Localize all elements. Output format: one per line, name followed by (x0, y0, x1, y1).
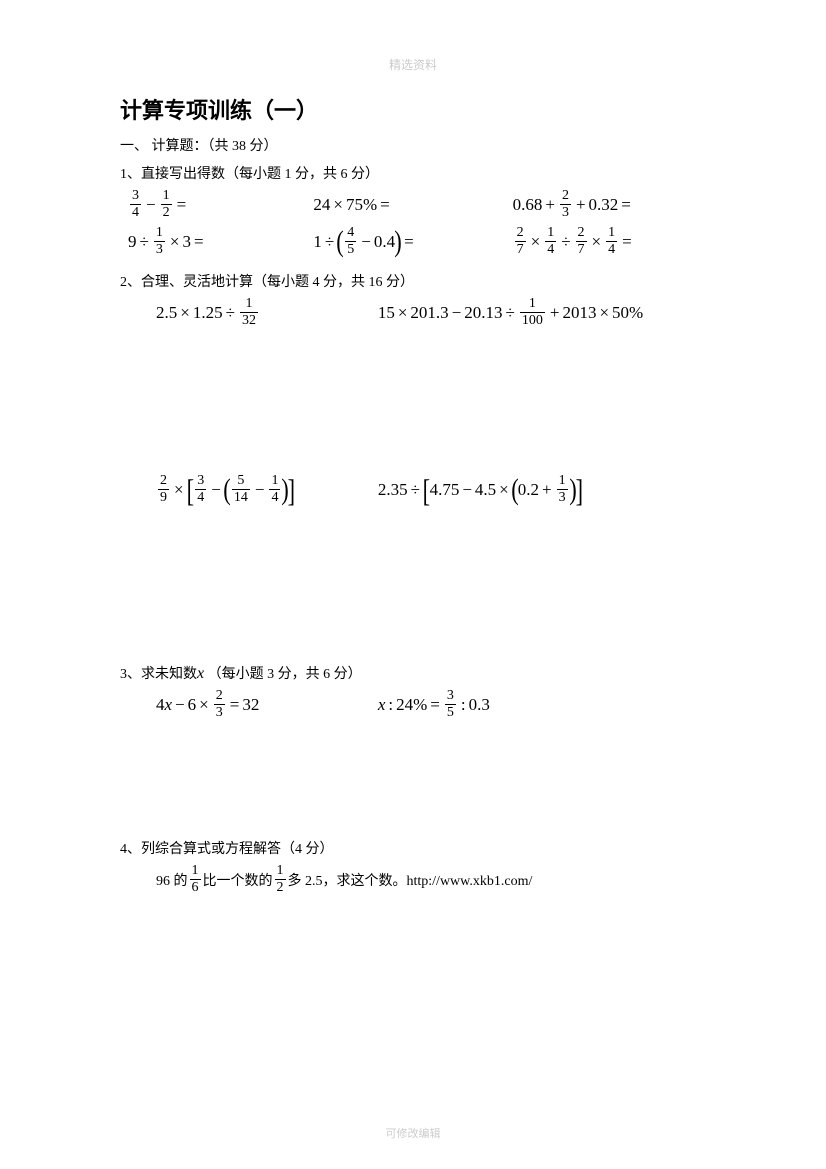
q2-line: 2、合理、灵活地计算（每小题 4 分，共 16 分） (120, 271, 706, 291)
q2-r1-e1: 2.5 × 1.25 ÷ 132 (156, 297, 260, 328)
q1-r2-e3: 27 × 14 ÷ 27 × 14 = (513, 226, 635, 257)
page-title: 计算专项训练（一） (120, 93, 706, 125)
q1-row2: 9 ÷ 13 × 3 = 1 ÷ ( 45 − 0.4 ) = 27 × 14 … (120, 226, 706, 257)
q1-line: 1、直接写出得数（每小题 1 分，共 6 分） (120, 163, 706, 183)
q3-r1-e2: x : 24% = 35 : 0.3 (378, 689, 490, 720)
q1-r2-e1: 9 ÷ 13 × 3 = (128, 226, 207, 257)
q2-row2: 29 × [ 34 − ( 514 − 14 ) ] 2.35 ÷ [ 4.75… (120, 474, 706, 505)
q1-r1-e1: 34 − 12 = (128, 189, 189, 220)
q4-t1: 96 的 (156, 870, 188, 890)
q3-post: （每小题 3 分，共 6 分） (204, 667, 362, 682)
q1-r1-e3: 0.68 + 23 + 0.32 = (513, 189, 634, 220)
q1-r1-e2: 24 × 75% = (313, 195, 392, 215)
q4-f1: 16 (188, 864, 203, 895)
section-header: 一、 计算题：（共 38 分） (120, 135, 706, 155)
q2-r2-e2: 2.35 ÷ [ 4.75 − 4.5 × ( 0.2 + 13 ) ] (378, 474, 582, 505)
q4-t3: 多 2.5，求这个数。http://www.xkb1.com/ (288, 870, 533, 890)
q3-r1-e1: 4x − 6 × 23 = 32 (156, 689, 259, 720)
q3-row1: 4x − 6 × 23 = 32 x : 24% = 35 : 0.3 (120, 689, 706, 720)
q1-r2-e2: 1 ÷ ( 45 − 0.4 ) = (313, 226, 416, 257)
q3-line: 3、求未知数x （每小题 3 分，共 6 分） (120, 663, 706, 683)
q2-r1-e2: 15 × 201.3 − 20.13 ÷ 1100 + 2013 × 50% (378, 297, 643, 328)
q4-body: 96 的 16 比一个数的 12 多 2.5，求这个数。http://www.x… (120, 864, 706, 895)
header-watermark: 精选资料 (120, 56, 706, 73)
q4-f2: 12 (273, 864, 288, 895)
q4-line: 4、列综合算式或方程解答（4 分） (120, 838, 706, 858)
q2-r2-e1: 29 × [ 34 − ( 514 − 14 ) ] (156, 474, 295, 505)
q3-pre: 3、求未知数 (120, 667, 197, 682)
q2-row1: 2.5 × 1.25 ÷ 132 15 × 201.3 − 20.13 ÷ 11… (120, 297, 706, 328)
q4-t2: 比一个数的 (203, 870, 273, 890)
q1-row1: 34 − 12 = 24 × 75% = 0.68 + 23 + 0.32 = (120, 189, 706, 220)
footer-watermark: 可修改编辑 (0, 1125, 826, 1141)
